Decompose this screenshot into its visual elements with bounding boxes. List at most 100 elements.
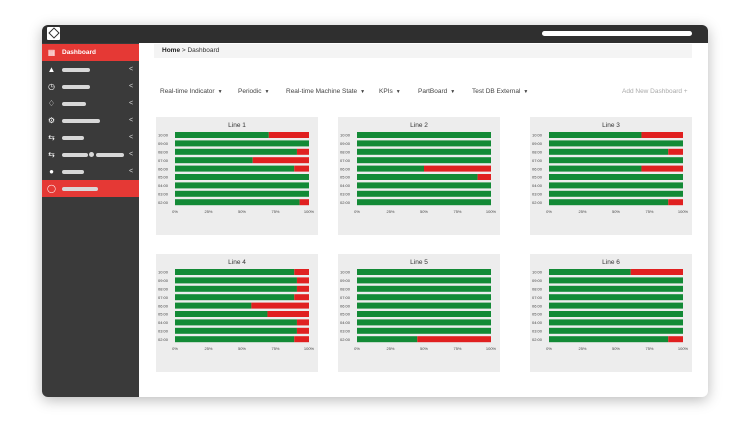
category-label: 10:00 xyxy=(340,133,351,138)
add-dashboard-button[interactable]: Add New Dashboard + xyxy=(622,88,688,95)
bar-segment-ok xyxy=(549,319,683,326)
bar-segment-fault xyxy=(299,199,309,206)
sidebar-item-transfers[interactable]: ⇆ < xyxy=(42,129,139,146)
bar-segment-ok xyxy=(175,182,309,189)
x-tick-label: 25% xyxy=(578,209,586,214)
x-tick-label: 75% xyxy=(453,209,461,214)
category-label: 09:00 xyxy=(158,278,169,283)
sidebar-item-label xyxy=(62,85,90,89)
category-label: 09:00 xyxy=(158,141,169,146)
category-label: 10:00 xyxy=(340,270,351,275)
bar-segment-ok xyxy=(549,311,683,317)
category-label: 04:00 xyxy=(158,320,169,325)
breadcrumb-separator: > xyxy=(181,47,186,54)
chart-card: Line 5 10:00 09:00 08:00 07:00 06:00 05:00 04:0… xyxy=(338,254,500,372)
bar-segment-ok xyxy=(357,140,491,147)
bar-segment-ok xyxy=(549,285,683,292)
category-label: 09:00 xyxy=(532,278,543,283)
sidebar-item-dashboard[interactable]: ▦ Dashboard xyxy=(42,44,139,61)
bar-segment-ok xyxy=(357,285,491,292)
app-logo[interactable] xyxy=(47,27,60,40)
chevron-left-icon: < xyxy=(129,168,134,175)
x-tick-label: 100% xyxy=(486,209,497,214)
tab-label: Periodic xyxy=(238,88,262,95)
category-label: 04:00 xyxy=(532,320,543,325)
tab-test-db-external[interactable]: Test DB External ▼ xyxy=(472,87,528,97)
sidebar-item-exchange[interactable]: ⇆ < xyxy=(42,146,139,163)
bar-segment-ok xyxy=(357,319,491,326)
bar-segment-ok xyxy=(357,190,491,197)
app-window: ▦ Dashboard ▲ < ◷ < ♢ < ⚙ < ⇆ < ⇆ xyxy=(42,25,708,397)
top-search-bar[interactable] xyxy=(542,31,692,36)
category-label: 07:00 xyxy=(340,295,351,300)
caret-down-icon: ▼ xyxy=(217,89,223,95)
bar-segment-ok xyxy=(175,157,253,164)
caret-down-icon: ▼ xyxy=(360,89,366,95)
caret-down-icon: ▼ xyxy=(450,89,456,95)
sidebar-item-label xyxy=(62,102,86,106)
x-tick-label: 25% xyxy=(386,209,394,214)
category-label: 04:00 xyxy=(340,183,351,188)
category-label: 02:00 xyxy=(158,200,169,205)
chart-card: Line 3 10:00 09:00 08:00 07:00 06:00 05:00 04:0… xyxy=(530,117,692,235)
bar-segment-ok xyxy=(549,132,642,138)
bar-segment-ok xyxy=(549,294,683,301)
bar-segment-fault xyxy=(296,285,309,292)
category-label: 07:00 xyxy=(340,158,351,163)
bar-segment-ok xyxy=(357,132,491,138)
bar-segment-ok xyxy=(175,319,297,326)
category-label: 10:00 xyxy=(158,270,169,275)
category-label: 02:00 xyxy=(532,200,543,205)
tab-kpis[interactable]: KPIs ▼ xyxy=(379,87,401,97)
category-label: 03:00 xyxy=(532,329,543,334)
bar-segment-ok xyxy=(357,165,424,172)
stacked-bar-chart: 10:00 09:00 08:00 07:00 06:00 05:00 04:00 03:00… xyxy=(340,132,497,214)
bar-segment-fault xyxy=(424,165,491,172)
category-label: 03:00 xyxy=(532,192,543,197)
stacked-bar-chart: 10:00 09:00 08:00 07:00 06:00 05:00 04:00 03:00… xyxy=(158,132,315,214)
sidebar-item-alerts[interactable]: ♢ < xyxy=(42,95,139,112)
bar-segment-ok xyxy=(175,199,300,206)
chart-title: Line 3 xyxy=(602,122,620,129)
sidebar-item-time[interactable]: ◷ < xyxy=(42,78,139,95)
sidebar-item-info[interactable]: ● < xyxy=(42,163,139,180)
x-tick-label: 75% xyxy=(453,346,461,351)
bar-segment-ok xyxy=(549,199,669,206)
sidebar-item-label xyxy=(62,187,98,191)
bar-segment-ok xyxy=(357,327,491,334)
bar-segment-ok xyxy=(175,311,268,317)
stacked-bar-chart: 10:00 09:00 08:00 07:00 06:00 05:00 04:00 03:00… xyxy=(532,132,689,214)
breadcrumb-home-link[interactable]: Home xyxy=(162,47,181,54)
x-tick-label: 75% xyxy=(271,209,279,214)
sidebar-item-label xyxy=(62,119,100,123)
tab-periodic[interactable]: Periodic ▼ xyxy=(238,87,269,97)
category-label: 03:00 xyxy=(158,192,169,197)
bar-segment-ok xyxy=(549,174,683,180)
tab-real-time-indicator[interactable]: Real-time Indicator ▼ xyxy=(160,87,223,97)
bar-segment-ok xyxy=(175,327,297,334)
x-tick-label: 50% xyxy=(238,346,246,351)
chart-title: Line 4 xyxy=(228,259,246,266)
sidebar-item-vehicles[interactable]: ▲ < xyxy=(42,61,139,78)
bar-segment-ok xyxy=(357,294,491,301)
bar-segment-fault xyxy=(296,327,309,334)
category-label: 06:00 xyxy=(340,166,351,171)
x-tick-label: 50% xyxy=(612,346,620,351)
sidebar-item-settings[interactable]: ⚙ < xyxy=(42,112,139,129)
bar-segment-fault xyxy=(641,165,683,172)
bar-segment-ok xyxy=(549,327,683,334)
bell-icon: ♢ xyxy=(47,99,56,108)
category-label: 03:00 xyxy=(340,192,351,197)
sidebar-item-ideas[interactable]: ◯ xyxy=(42,180,139,197)
bar-segment-ok xyxy=(357,174,478,180)
sidebar-item-label xyxy=(62,68,90,72)
caret-down-icon: ▼ xyxy=(523,89,529,95)
bar-segment-fault xyxy=(268,132,309,138)
category-label: 04:00 xyxy=(158,183,169,188)
bar-segment-fault xyxy=(296,148,309,155)
category-label: 08:00 xyxy=(158,150,169,155)
tab-real-time-machine-state[interactable]: Real-time Machine State ▼ xyxy=(286,87,365,97)
tab-label: KPIs xyxy=(379,88,393,95)
category-label: 05:00 xyxy=(532,175,543,180)
tab-partboard[interactable]: PartBoard ▼ xyxy=(418,87,455,97)
